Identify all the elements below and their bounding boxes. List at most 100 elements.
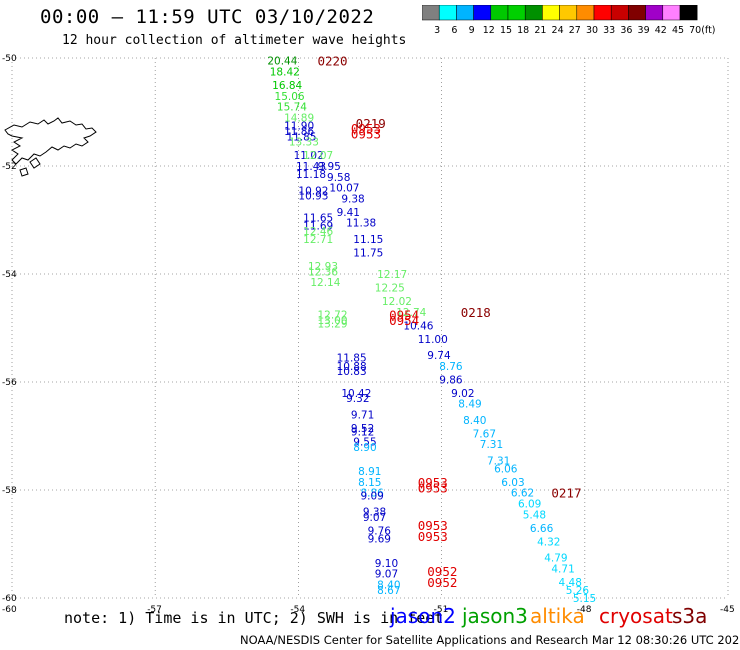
swh-value: 9.07 xyxy=(375,569,398,581)
lat-label: -60 xyxy=(2,594,17,604)
map-subtitle: 12 hour collection of altimeter wave hei… xyxy=(62,33,407,48)
swh-value: 9.71 xyxy=(351,409,374,421)
lon-label: -57 xyxy=(147,605,162,615)
swh-value: 10.07 xyxy=(329,183,359,195)
swh-value: 10.46 xyxy=(403,320,433,332)
scale-tick-label: 3 xyxy=(434,25,440,36)
lon-label: -45 xyxy=(720,605,735,615)
swh-value: 9.09 xyxy=(360,490,383,502)
footer-credit: NOAA/NESDIS Center for Satellite Applica… xyxy=(240,633,740,647)
swh-value: 9.58 xyxy=(327,172,350,184)
swh-value: 8.40 xyxy=(377,580,400,592)
swh-value: 12.72 xyxy=(317,310,347,322)
swh-value: 11.75 xyxy=(353,247,383,259)
map-title: 00:00 — 11:59 UTC 03/10/2022 xyxy=(40,6,375,28)
swh-value: 8.91 xyxy=(358,466,381,478)
legend-item-s3a: s3a xyxy=(672,604,708,628)
swh-value: 11.69 xyxy=(303,220,333,232)
swh-value: 8.15 xyxy=(358,477,381,489)
swh-value: 9.41 xyxy=(337,207,360,219)
legend-item-cryosat: cryosat xyxy=(599,604,673,628)
swh-value: 8.86 xyxy=(360,488,384,500)
swh-value: 9.07 xyxy=(363,512,386,524)
scale-tick-label: 36 xyxy=(620,25,632,36)
swh-value: 6.09 xyxy=(518,499,541,511)
scale-tick-label: 42 xyxy=(655,25,667,36)
swh-value: 9.10 xyxy=(375,558,398,570)
swh-value: 4.71 xyxy=(551,563,574,575)
pass-time: 0954 xyxy=(389,313,419,328)
swh-value: 12.07 xyxy=(303,150,333,162)
pass-time: 0953 xyxy=(418,518,448,533)
falkland-islands-coastline xyxy=(4,117,97,177)
swh-value: 5.48 xyxy=(523,509,546,521)
pass-time: 0953 xyxy=(351,127,381,142)
scale-tick-label: 15 xyxy=(500,25,512,36)
swh-value: 11.00 xyxy=(418,334,448,346)
swh-value: 11.85 xyxy=(337,353,367,365)
swh-value: 4.32 xyxy=(537,536,560,548)
swh-value: 7.67 xyxy=(473,428,496,440)
scale-tick-label: 27 xyxy=(569,25,581,36)
lon-label: -48 xyxy=(577,605,592,615)
pass-time: 0953 xyxy=(418,475,448,490)
swh-value: 12.17 xyxy=(377,269,407,281)
scale-tick-label: 70 xyxy=(689,25,701,36)
pass-time: 0953 xyxy=(418,480,448,495)
swh-value: 9.76 xyxy=(368,526,392,538)
swh-value: 7.31 xyxy=(487,455,510,467)
swh-value: 6.66 xyxy=(530,523,554,535)
scale-tick-label: 6 xyxy=(451,25,457,36)
pass-time: 0952 xyxy=(427,575,457,590)
swh-value: 12.46 xyxy=(303,226,333,238)
swh-value: 12.02 xyxy=(382,296,412,308)
lat-label: -58 xyxy=(2,486,17,496)
lat-label: -50 xyxy=(2,54,17,64)
latitude-labels: -50 -52 -54 -56 -58 -60 xyxy=(2,54,17,604)
swh-value: 6.03 xyxy=(501,477,524,489)
swh-value: 12.25 xyxy=(375,283,405,295)
scale-tick-label: 21 xyxy=(534,25,546,36)
swh-value: 9.86 xyxy=(439,374,463,386)
pass-time: 0217 xyxy=(551,486,581,501)
scale-tick-label: 12 xyxy=(483,25,495,36)
pass-time: 0953 xyxy=(418,529,448,544)
swh-value: 11.15 xyxy=(353,234,383,246)
swh-value: 5.15 xyxy=(573,593,596,605)
legend-item-jason2: jason2 xyxy=(390,604,456,628)
swh-value: 12.74 xyxy=(396,307,426,319)
swh-value: 8.67 xyxy=(377,585,400,597)
swh-value: 11.86 xyxy=(284,126,314,138)
lat-label: -56 xyxy=(2,378,17,388)
swh-value: 9.38 xyxy=(341,193,364,205)
swh-value: 9.32 xyxy=(346,393,369,405)
legend-item-jason3: jason3 xyxy=(462,604,528,628)
swh-value: 13.33 xyxy=(289,137,319,149)
pass-time: 0953 xyxy=(351,121,381,136)
pass-time: 0218 xyxy=(461,305,491,320)
scale-tick-label: 18 xyxy=(517,25,529,36)
lat-label: -54 xyxy=(2,270,17,280)
swh-value: 10.88 xyxy=(337,361,367,373)
swh-value: 18.42 xyxy=(270,67,300,79)
swh-value: 9.12 xyxy=(351,427,374,439)
swh-value: 9.38 xyxy=(363,507,386,519)
scale-tick-label: 33 xyxy=(603,25,615,36)
swh-value: 12.14 xyxy=(310,277,340,289)
swh-value: 15.06 xyxy=(275,91,305,103)
swh-value: 9.74 xyxy=(427,350,451,362)
swh-value: 12.93 xyxy=(308,261,338,273)
swh-value: 20.44 xyxy=(267,56,297,68)
pass-time: 0220 xyxy=(317,54,347,69)
pass-time: 0954 xyxy=(389,308,419,323)
swh-value: 9.02 xyxy=(451,388,474,400)
wave-height-observations: 20.4418.4216.8415.0615.7414.8911.9011.86… xyxy=(267,56,596,605)
scale-tick-label: 30 xyxy=(586,25,598,36)
scale-swatch xyxy=(679,5,698,21)
swh-value: 9.69 xyxy=(368,534,391,546)
swh-value: 11.18 xyxy=(296,169,326,181)
swh-value: 9.55 xyxy=(353,436,376,448)
lon-label: -51 xyxy=(434,605,449,615)
pass-time: 0952 xyxy=(427,564,457,579)
